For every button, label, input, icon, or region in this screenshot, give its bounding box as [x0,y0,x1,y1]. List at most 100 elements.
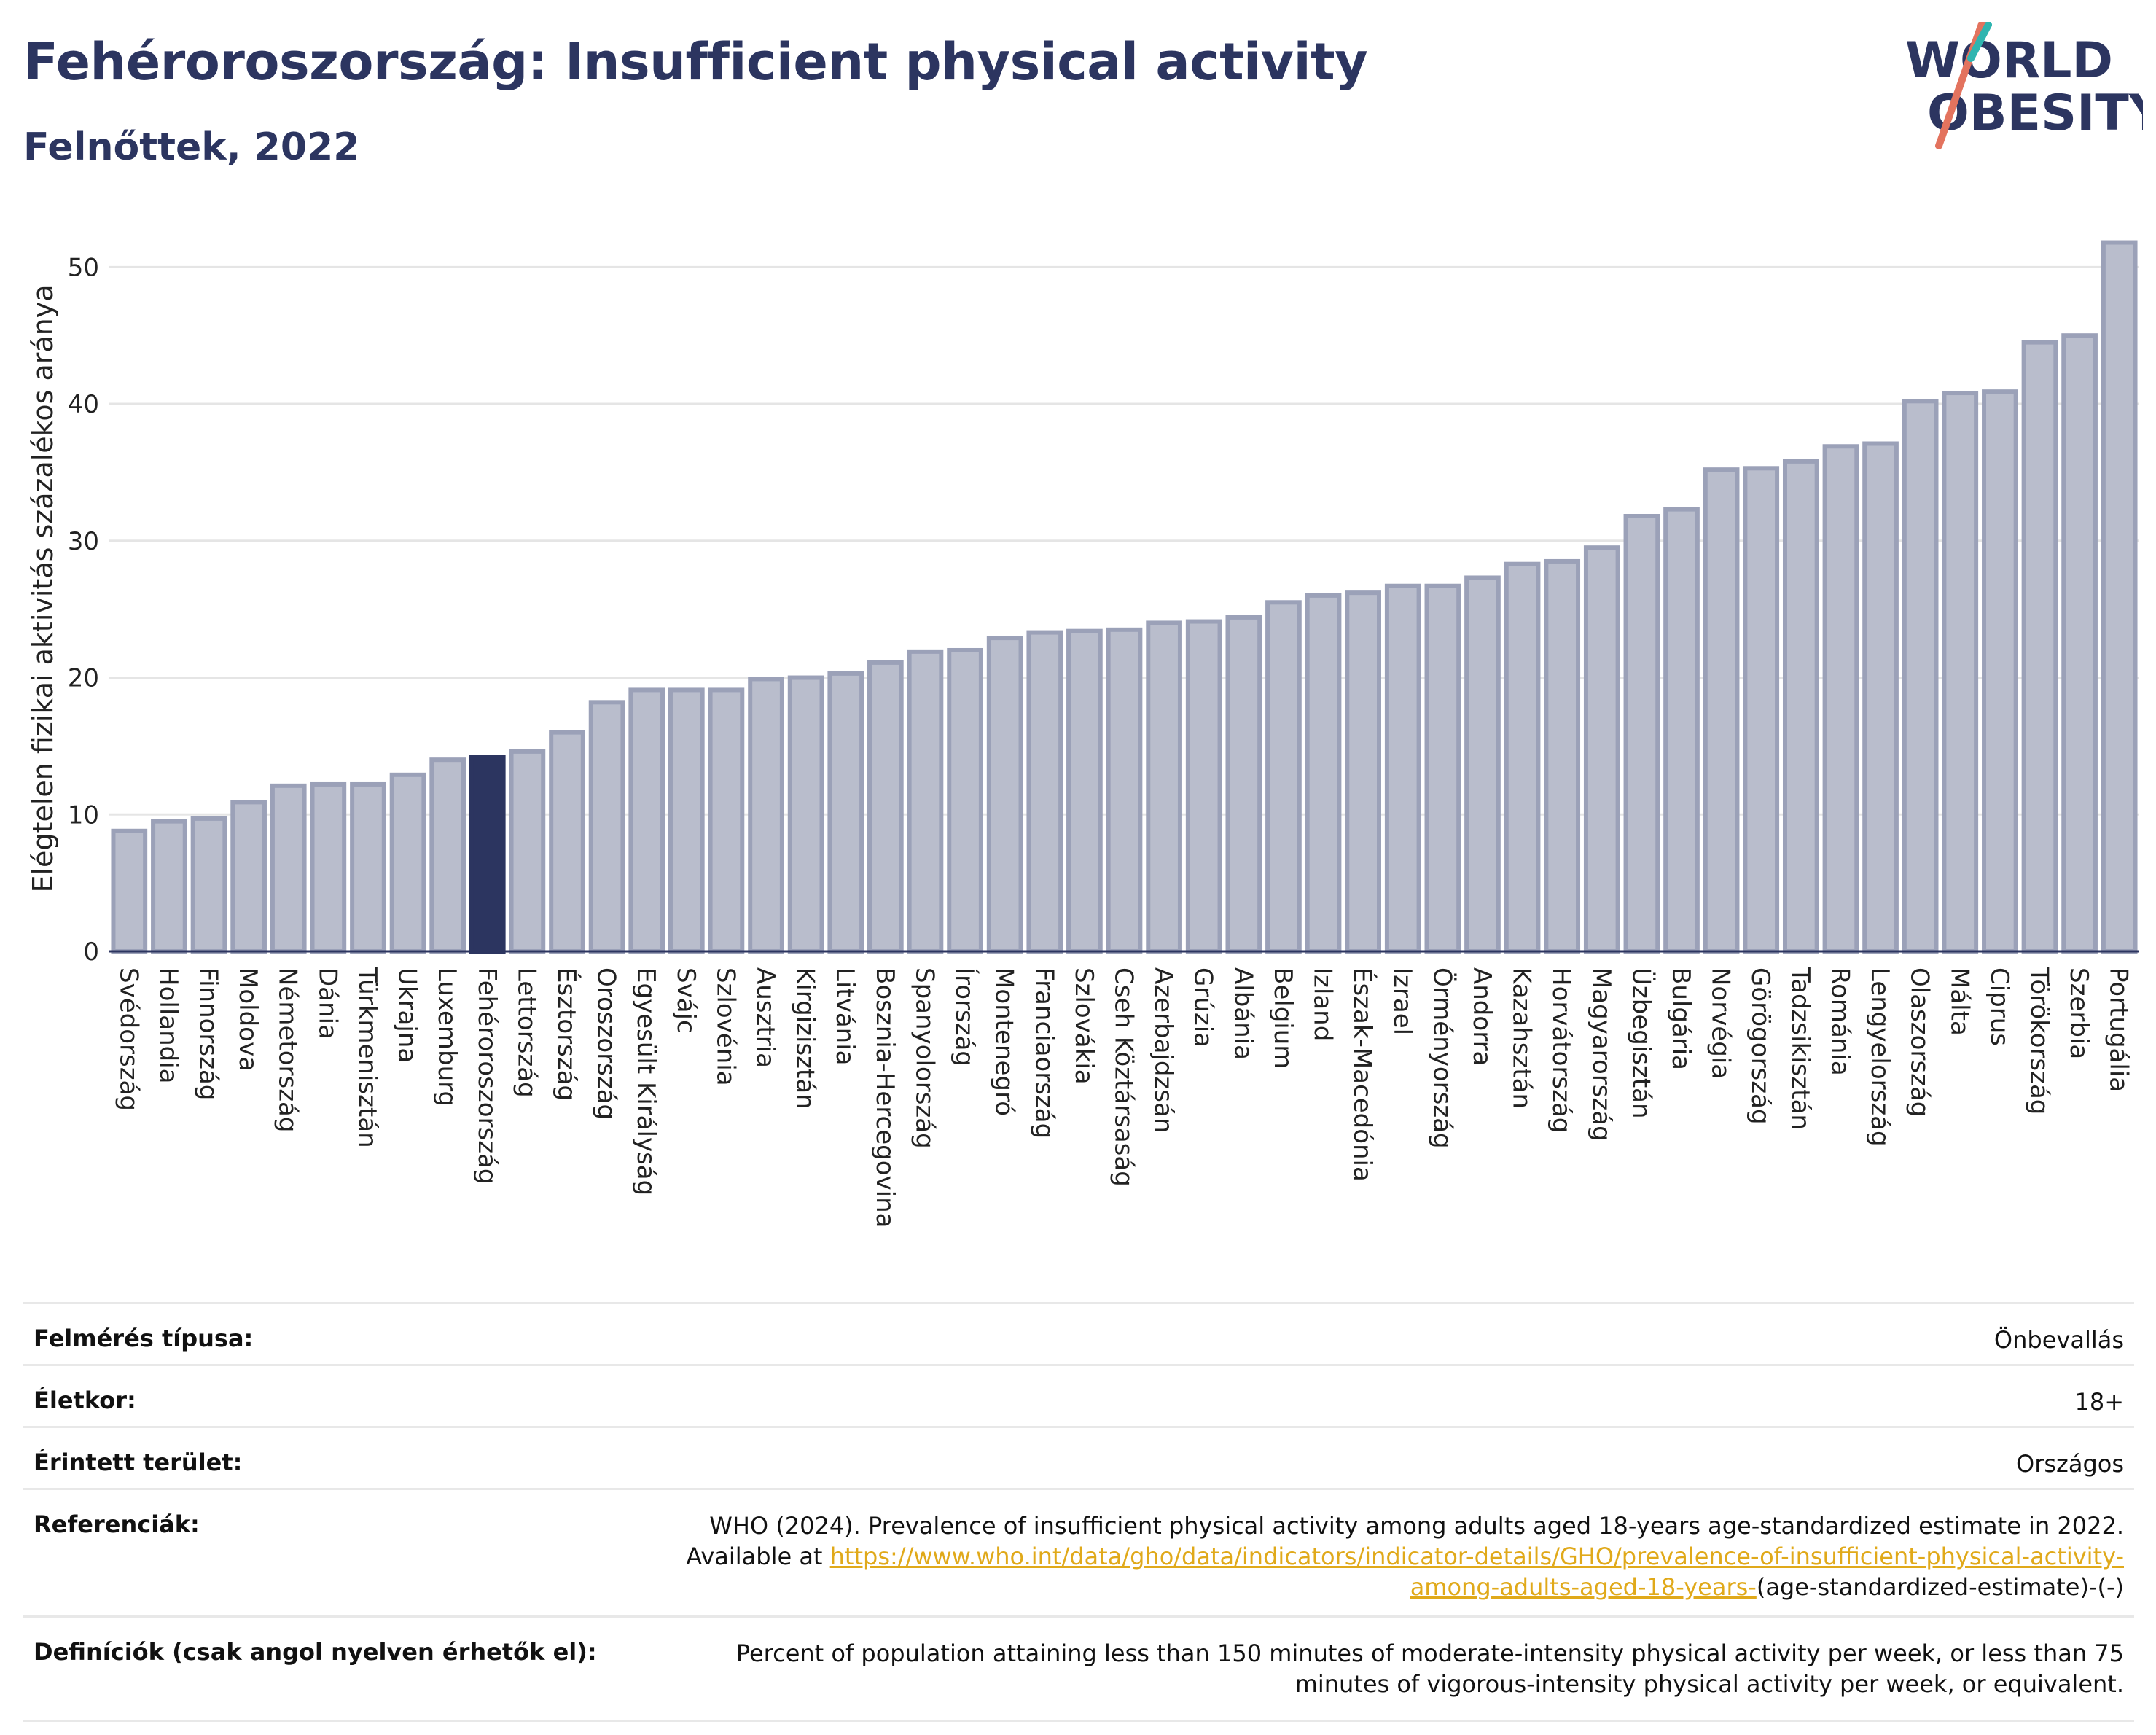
bar-Spanyolország [907,649,944,954]
y-tick-label: 0 [83,937,99,967]
x-tick-label: Montenegró [990,967,1019,1116]
logo-line1: WORLD [1905,32,2113,90]
bar-Örményország [1424,583,1461,954]
meta-value: Országos [627,1426,2134,1489]
bar-Izrael [1384,583,1421,954]
references-suffix: (age-standardized-estimate)-(-) [1756,1573,2124,1601]
bar-Kazahsztán [1504,561,1541,954]
x-tick-label: Észtország [552,967,582,1101]
x-tick-label: Andorra [1467,967,1496,1066]
bar-Tadzsikisztán [1782,459,1819,954]
references-label: Referenciák: [23,1488,627,1617]
x-tick-label: Kazahsztán [1507,967,1536,1109]
meta-row-area: Érintett terület: Országos [23,1426,2134,1489]
bar-Magyarország [1583,545,1620,954]
bar-Ciprus [1982,389,2018,954]
x-tick-label: Litvánia [830,967,859,1066]
definitions-value: Percent of population attaining less tha… [627,1615,2134,1722]
bar-chart: 0 10 20 30 40 50 Svédország Hollandia Finnorszá… [27,240,2139,1228]
page-subtitle: Felnőttek, 2022 [23,125,360,169]
bar-Bosznia-Hercegovina [867,660,904,954]
bar-Oroszország [588,700,625,954]
meta-row-age: Életkor: 18+ [23,1364,2134,1427]
x-tick-label: Türkmenisztán [353,967,382,1148]
bar-Litvánia [827,671,864,954]
x-tick-label: Örményország [1427,967,1457,1149]
meta-row-survey-type: Felmérés típusa: Önbevallás [23,1302,2134,1365]
x-tick-label: Franciaország [1029,967,1058,1139]
x-tick-label: Kirgizisztán [791,967,820,1110]
x-tick-label: Cseh Köztársaság [1109,967,1138,1187]
logo-slash-upper [1967,22,1992,62]
bar-Szerbia [2061,333,2098,954]
bar-Horvátország [1544,558,1581,954]
x-tick-label: Észak-Macedónia [1348,967,1378,1182]
references-link[interactable]: https://www.who.int/data/gho/data/indica… [829,1543,2124,1601]
x-tick-label: Olaszország [1905,967,1934,1117]
bar-Albánia [1225,615,1262,954]
x-tick-label: Horvátország [1547,967,1576,1133]
x-tick-label: Finnország [194,967,223,1100]
x-tick-label: Norvégia [1706,967,1735,1079]
x-tick-label: Izland [1308,967,1337,1041]
bar-Lengyelország [1862,441,1899,954]
bar-Görögország [1743,466,1780,954]
x-tick-label: Oroszország [592,967,621,1120]
bar-Norvégia [1703,467,1740,954]
x-tick-label: Grúzia [1189,967,1218,1048]
x-tick-label: Azerbajdzsán [1149,967,1178,1133]
x-tick-label: Szerbia [2064,967,2093,1059]
bar-Románia [1822,444,1859,954]
meta-label: Életkor: [23,1364,627,1427]
x-tick-label: Fehéroroszország [472,967,501,1184]
meta-value: 18+ [627,1364,2134,1427]
bar-Málta [1942,391,1979,954]
x-tick-label: Románia [1825,967,1854,1076]
x-tick-label: Portugália [2104,967,2133,1092]
x-tick-label: Bosznia-Hercegovina [870,967,899,1228]
y-tick-label: 40 [68,390,99,419]
x-tick-label: Luxemburg [432,967,461,1107]
x-tick-label: Málta [1945,967,1974,1036]
x-tick-label: Lengyelország [1865,967,1894,1147]
metadata-table: Felmérés típusa: Önbevallás Életkor: 18+… [23,1302,2134,1722]
bar-Türkmenisztán [350,781,386,954]
x-tick-label: Bulgária [1666,967,1695,1070]
bar-Finnország [190,816,227,954]
bar-Észtország [549,730,585,954]
bar-Ukrajna [389,772,426,954]
bar-Moldova [230,800,267,954]
x-tick-label: Magyarország [1587,967,1616,1142]
x-tick-label: Izrael [1388,967,1417,1035]
page-title: Fehéroroszország: Insufficient physical … [23,32,1368,92]
bar-Izland [1305,593,1342,954]
x-tick-label: Görögország [1746,967,1775,1125]
bar-Ausztria [748,677,784,954]
x-tick-label: Németország [273,967,302,1132]
bar-Bulgária [1663,507,1700,954]
meta-row-definitions: Definíciók (csak angol nyelven érhetők e… [23,1615,2134,1722]
meta-value: Önbevallás [627,1302,2134,1365]
x-tick-label: Írország [950,967,980,1067]
bar-Svédország [111,828,148,954]
bar-Luxemburg [429,757,466,954]
bar-Törökország [2021,340,2058,954]
x-tick-label: Ukrajna [393,967,422,1063]
bar-Svájc [668,687,705,954]
bar-Andorra [1464,575,1501,954]
x-tick-label: Szlovénia [711,967,740,1086]
x-tick-label: Moldova [233,967,262,1072]
bars [111,240,2138,954]
y-tick-label: 30 [68,527,99,556]
x-tick-label: Törökország [2024,967,2053,1115]
y-axis-ticks: 0 10 20 30 40 50 [68,253,99,967]
logo-line2: OBESITY [1927,85,2143,142]
x-tick-label: Szlovákia [1069,967,1098,1085]
y-tick-label: 50 [68,253,99,282]
references-value: WHO (2024). Prevalence of insufficient p… [627,1488,2134,1617]
x-tick-label: Egyesült Királyság [631,967,660,1196]
bar-Írország [947,647,983,954]
x-tick-label: Üzbegisztán [1626,967,1656,1119]
x-tick-label: Ciprus [1985,967,2014,1046]
y-tick-label: 10 [68,800,99,830]
